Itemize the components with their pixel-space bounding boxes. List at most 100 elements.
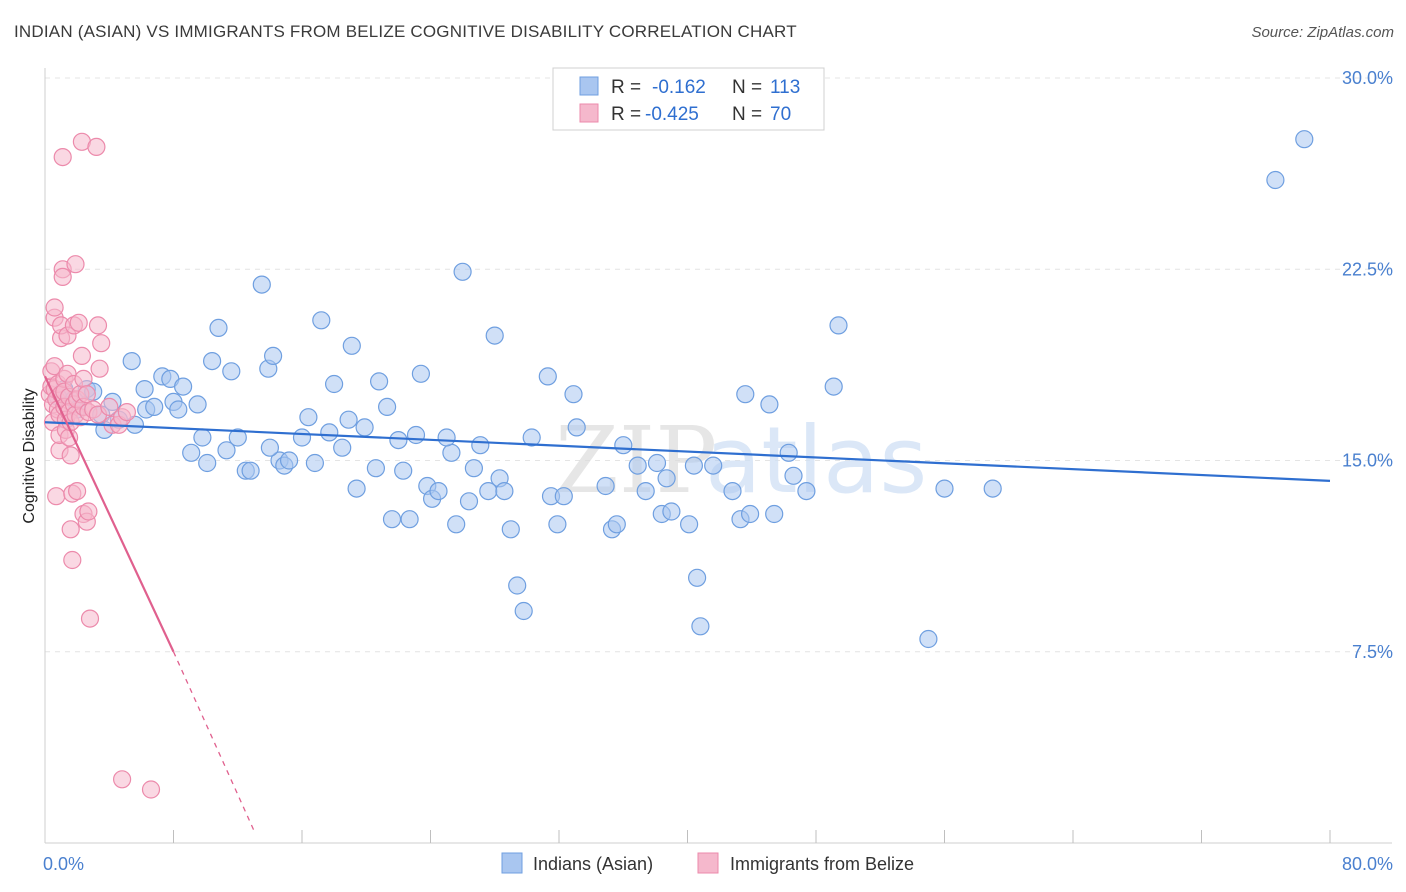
point-indians-asian (252, 275, 271, 294)
point-indians-asian (378, 397, 397, 416)
trend-line-immigrants-belize (44, 375, 175, 653)
point-indians-asian (554, 487, 573, 506)
point-immigrants-belize (90, 359, 109, 378)
point-indians-asian (765, 504, 784, 524)
point-indians-asian (607, 515, 626, 534)
point-immigrants-belize (59, 428, 79, 447)
point-immigrants-belize (79, 502, 98, 521)
gridlines (45, 77, 1392, 653)
point-indians-asian (442, 443, 461, 462)
point-indians-asian (647, 453, 667, 473)
point-indians-asian (209, 318, 228, 337)
point-indians-asian (135, 380, 154, 399)
point-immigrants-belize (53, 267, 72, 286)
point-indians-asian (264, 346, 283, 365)
point-immigrants-belize (77, 385, 96, 404)
point-indians-asian (312, 311, 331, 330)
trend-lines (44, 375, 1331, 831)
point-indians-asian (370, 372, 389, 391)
y-tick-label: 7.5% (1352, 642, 1393, 662)
point-immigrants-belize (45, 298, 64, 317)
x-tick-label: 0.0% (43, 854, 84, 874)
point-indians-asian (453, 262, 472, 281)
point-indians-asian (429, 482, 448, 501)
point-indians-asian (797, 482, 816, 501)
svg-text:-0.425: -0.425 (645, 104, 699, 125)
legend-swatch-pink (579, 103, 599, 123)
point-indians-asian (824, 377, 843, 396)
y-tick-label: 15.0% (1342, 451, 1393, 471)
point-indians-asian (736, 385, 755, 404)
point-immigrants-belize (67, 482, 87, 501)
chart-title: INDIAN (ASIAN) VS IMMIGRANTS FROM BELIZE… (14, 22, 797, 41)
x-tick-label: 80.0% (1342, 854, 1393, 874)
point-immigrants-belize (47, 487, 66, 506)
point-indians-asian (829, 316, 848, 335)
y-tick-label: 22.5% (1342, 259, 1393, 279)
point-indians-asian (333, 438, 352, 457)
trend-line-indians-asian (44, 421, 1331, 482)
svg-text:R =: R = (611, 104, 641, 125)
svg-text:70: 70 (770, 104, 791, 125)
point-indians-asian (217, 441, 236, 460)
point-indians-asian (198, 453, 217, 473)
point-indians-asian (203, 352, 222, 371)
point-indians-asian (260, 438, 279, 457)
point-indians-asian (437, 428, 456, 447)
svg-text:R =: R = (611, 77, 641, 98)
axis-ticks: 7.5% 15.0% 22.5% 30.0% 0.0% 80.0% (43, 68, 1393, 874)
svg-text:-0.162: -0.162 (652, 77, 706, 98)
point-indians-asian (193, 428, 212, 447)
svg-text:N =: N = (732, 104, 762, 125)
point-immigrants-belize (92, 334, 111, 353)
point-indians-asian (1295, 130, 1314, 149)
point-indians-asian (684, 456, 704, 475)
point-indians-asian (188, 395, 207, 414)
legend-swatch-blue (579, 76, 599, 96)
bottom-legend-swatch-pink (697, 852, 719, 874)
point-immigrants-belize (117, 403, 137, 422)
legend-box: R = -0.162 N = 113 R = -0.425 N = 70 (552, 67, 825, 131)
point-immigrants-belize (63, 550, 82, 570)
point-indians-asian (299, 408, 318, 427)
point-indians-asian (182, 443, 201, 462)
point-indians-asian (636, 482, 655, 501)
point-indians-asian (400, 510, 419, 529)
point-indians-asian (174, 377, 193, 396)
bottom-legend: Indians (Asian) Immigrants from Belize (501, 852, 914, 874)
point-indians-asian (305, 453, 324, 473)
point-indians-asian (508, 576, 527, 595)
point-indians-asian (320, 423, 339, 442)
point-indians-asian (347, 479, 366, 498)
point-indians-asian (339, 410, 358, 429)
point-indians-asian (459, 492, 479, 511)
svg-text:Indians (Asian): Indians (Asian) (533, 854, 653, 874)
point-immigrants-belize (66, 255, 85, 274)
point-indians-asian (485, 326, 504, 345)
point-indians-asian (662, 502, 681, 521)
bottom-legend-swatch-blue (501, 852, 523, 874)
point-indians-asian (760, 395, 779, 414)
y-tick-label: 30.0% (1342, 68, 1393, 88)
series-indians-asian (48, 130, 1314, 649)
point-indians-asian (411, 364, 430, 383)
point-indians-asian (704, 456, 723, 475)
point-indians-asian (691, 617, 710, 636)
point-indians-asian (1266, 170, 1285, 190)
point-indians-asian (687, 568, 707, 587)
point-indians-asian (628, 456, 647, 475)
series-immigrants-belize (40, 132, 161, 799)
point-indians-asian (355, 418, 374, 437)
point-indians-asian (522, 428, 541, 447)
point-indians-asian (614, 436, 633, 455)
point-indians-asian (548, 515, 567, 534)
axes (44, 68, 1392, 844)
y-axis-label: Cognitive Disability (21, 388, 38, 523)
point-indians-asian (784, 466, 803, 485)
point-indians-asian (495, 482, 514, 501)
point-immigrants-belize (100, 397, 119, 416)
svg-text:113: 113 (770, 77, 800, 98)
point-indians-asian (145, 397, 164, 416)
point-indians-asian (406, 425, 426, 445)
